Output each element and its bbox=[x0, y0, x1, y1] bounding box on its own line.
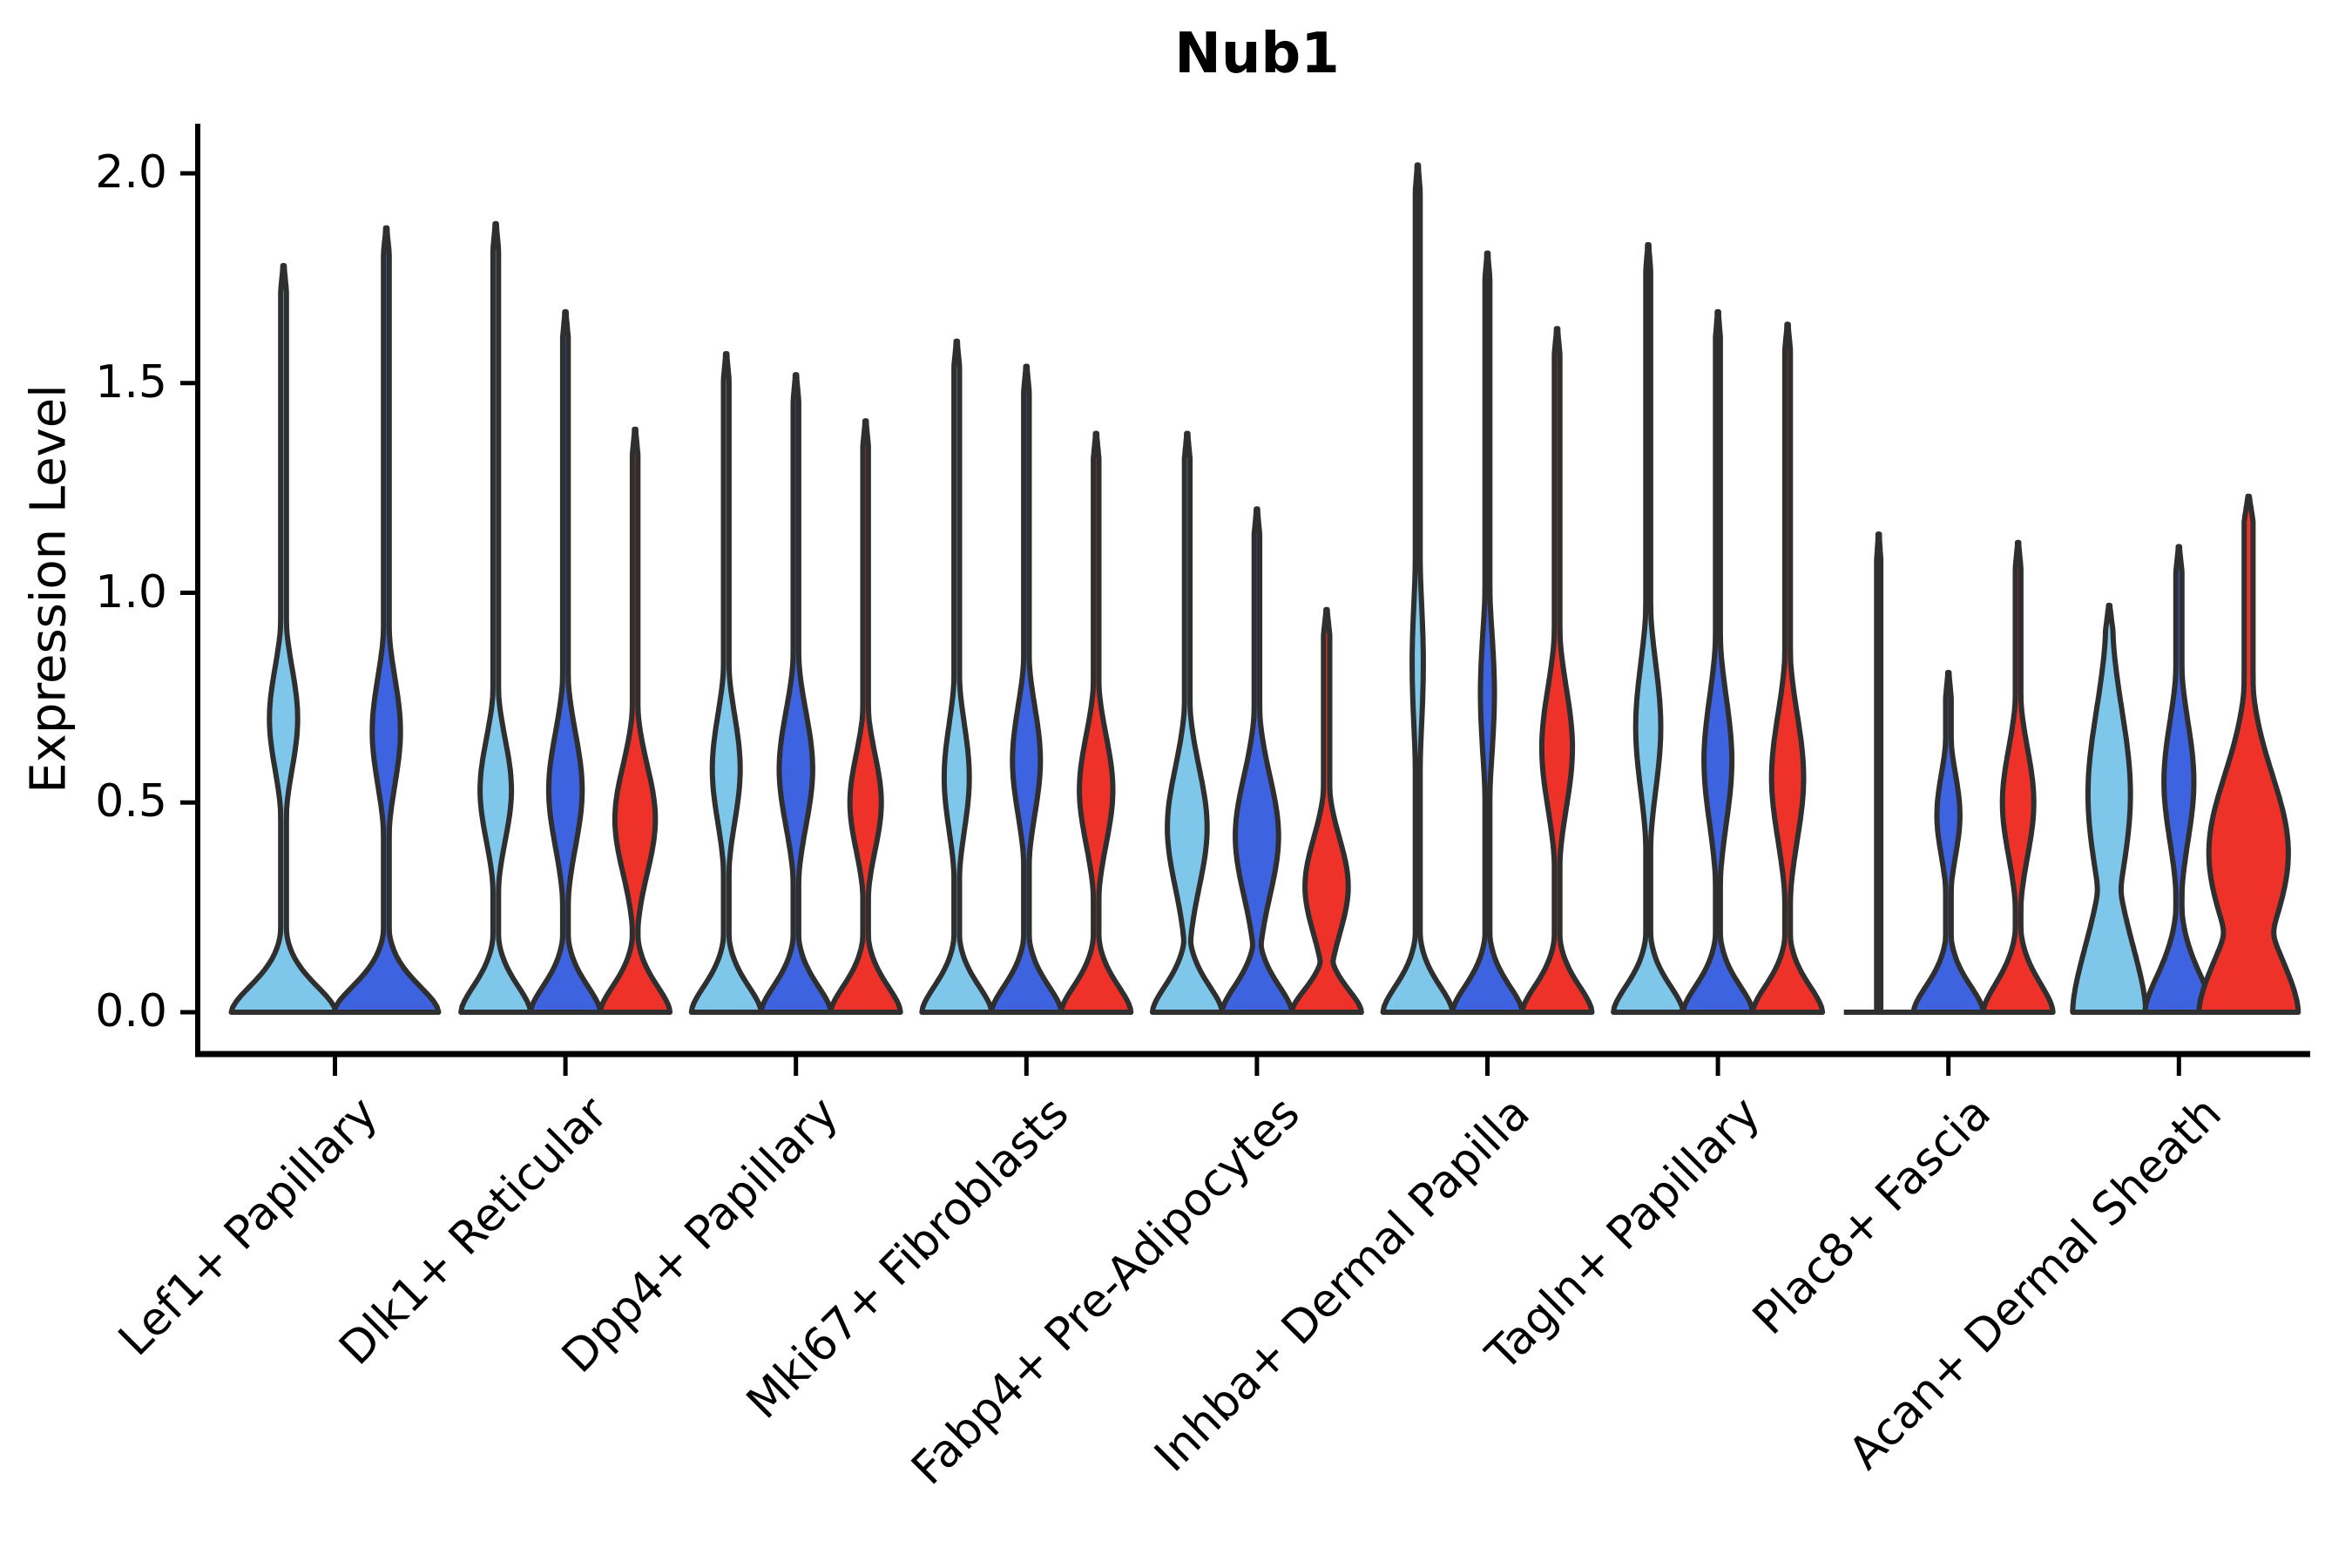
violin-mki67-red-condition bbox=[1058, 430, 1134, 1015]
violin-lef1-royal-blue-condition bbox=[331, 225, 442, 1015]
violin-mki67-light-blue-condition bbox=[919, 338, 995, 1015]
violin-dpp4-light-blue-condition bbox=[688, 351, 764, 1015]
violin-inhba-red-condition bbox=[1519, 326, 1595, 1015]
violin-fabp4-light-blue-condition bbox=[1149, 430, 1225, 1015]
violin-fabp4-red-condition bbox=[1288, 606, 1364, 1015]
chart-title: Nub1 bbox=[1174, 22, 1340, 86]
violin-dlk1-royal-blue-condition bbox=[528, 308, 604, 1015]
violin-tagln-light-blue-condition bbox=[1611, 241, 1686, 1015]
violin-plac8-royal-blue-condition bbox=[1910, 670, 1986, 1015]
violin-acan-red-condition bbox=[2196, 493, 2301, 1015]
violin-plac8-red-condition bbox=[1980, 539, 2056, 1015]
y-tick-label: 1.5 bbox=[95, 355, 167, 409]
y-tick-label: 0.0 bbox=[95, 984, 167, 1037]
violin-dpp4-red-condition bbox=[828, 418, 903, 1015]
violin-dlk1-red-condition bbox=[598, 426, 673, 1015]
violin-fabp4-royal-blue-condition bbox=[1219, 506, 1294, 1015]
y-axis-label: Expression Level bbox=[20, 384, 78, 794]
violin-acan-royal-blue-condition bbox=[2142, 544, 2216, 1015]
violin-lef1-light-blue-condition bbox=[228, 262, 339, 1015]
violin-dpp4-royal-blue-condition bbox=[758, 372, 834, 1015]
y-tick-label: 0.5 bbox=[95, 775, 167, 828]
violin-mki67-royal-blue-condition bbox=[989, 363, 1064, 1015]
violin-plac8-light-blue-condition bbox=[1874, 531, 1884, 1015]
violin-inhba-royal-blue-condition bbox=[1450, 250, 1525, 1015]
violin-acan-light-blue-condition bbox=[2070, 602, 2149, 1015]
y-tick-label: 1.0 bbox=[95, 565, 167, 618]
y-tick-label: 2.0 bbox=[95, 145, 167, 199]
violin-dlk1-light-blue-condition bbox=[458, 220, 534, 1015]
violin-tagln-royal-blue-condition bbox=[1680, 308, 1756, 1015]
violin-tagln-red-condition bbox=[1750, 321, 1826, 1015]
violin-inhba-light-blue-condition bbox=[1380, 162, 1456, 1015]
